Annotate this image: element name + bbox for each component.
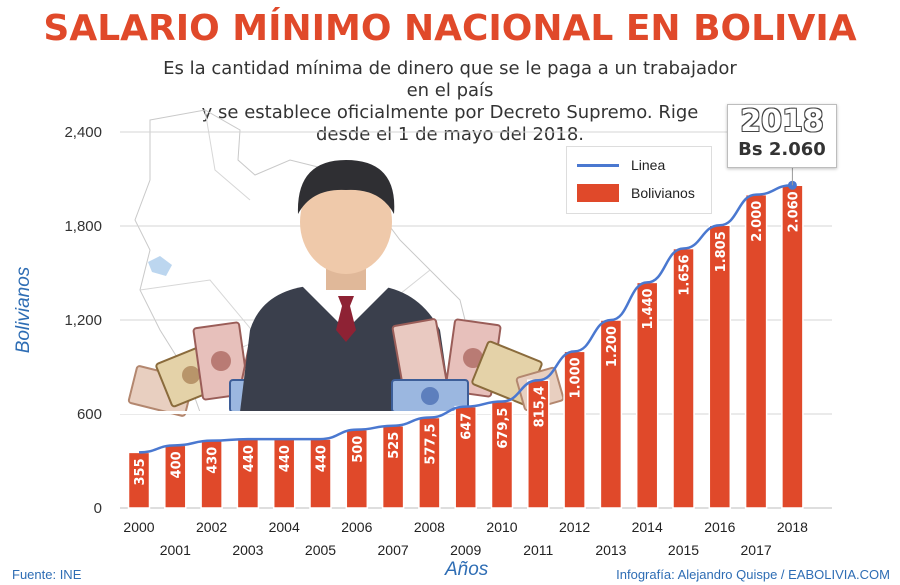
bar-value-label: 440 bbox=[315, 445, 330, 472]
legend-bar-label: Bolivianos bbox=[631, 185, 695, 201]
x-tick-label: 2006 bbox=[341, 519, 372, 535]
x-tick-label: 2011 bbox=[523, 542, 553, 558]
legend-line-label: Linea bbox=[631, 157, 666, 173]
x-tick-label: 2017 bbox=[741, 542, 772, 558]
x-tick-label: 2010 bbox=[486, 519, 517, 535]
x-tick-label: 2014 bbox=[632, 519, 663, 535]
x-tick-label: 2007 bbox=[378, 542, 409, 558]
y-tick-label: 600 bbox=[77, 406, 102, 423]
bar-value-label: 525 bbox=[387, 432, 402, 459]
bar-value-label: 1.000 bbox=[569, 357, 584, 398]
legend-item-line: Linea bbox=[567, 155, 665, 175]
x-tick-label: 2000 bbox=[123, 519, 154, 535]
bar-value-label: 355 bbox=[133, 458, 148, 485]
bar-value-label: 430 bbox=[206, 447, 221, 474]
x-tick-label: 2015 bbox=[668, 542, 699, 558]
x-tick-label: 2016 bbox=[704, 519, 735, 535]
bar-value-label: 1.805 bbox=[714, 231, 729, 272]
y-tick-label: 0 bbox=[94, 500, 102, 517]
bar-value-label: 1.656 bbox=[678, 255, 693, 296]
latest-value-callout: 2018 Bs 2.060 bbox=[727, 104, 837, 168]
credit-note: Infografía: Alejandro Quispe / EABOLIVIA… bbox=[616, 567, 890, 582]
y-tick-label: 1,200 bbox=[64, 312, 102, 329]
bar-value-label: 440 bbox=[242, 445, 257, 472]
callout-amount: Bs 2.060 bbox=[738, 139, 826, 160]
bar-value-label: 400 bbox=[169, 451, 184, 478]
x-tick-label: 2012 bbox=[559, 519, 590, 535]
banknotes-right-illustration bbox=[391, 318, 565, 413]
x-tick-label: 2013 bbox=[595, 542, 626, 558]
subtitle-line-2: y se establece oficialmente por Decreto … bbox=[201, 102, 699, 123]
bar-value-label: 577,5 bbox=[423, 424, 438, 465]
legend-item-bar: Bolivianos bbox=[567, 183, 695, 203]
bar-value-label: 500 bbox=[351, 436, 366, 463]
x-tick-label: 2009 bbox=[450, 542, 481, 558]
x-axis-ticks: 2000 2001 2002 2003 2004 2005 2006 2007 2008 2009… bbox=[123, 519, 808, 558]
trend-line-path bbox=[138, 184, 793, 454]
y-axis-ticks: 0 600 1,200 1,800 2,400 bbox=[64, 124, 102, 517]
source-note: Fuente: INE bbox=[12, 567, 82, 582]
subtitle-line-1: Es la cantidad mínima de dinero que se l… bbox=[163, 58, 737, 101]
bar-value-label: 1.440 bbox=[641, 288, 656, 329]
bar-value-label: 679,5 bbox=[496, 408, 511, 449]
legend-bar-swatch bbox=[577, 184, 619, 202]
bar-value-label: 2.000 bbox=[750, 201, 765, 242]
x-axis-label: Años bbox=[445, 559, 489, 580]
y-axis-label: Bolivianos bbox=[13, 266, 34, 354]
trend-line bbox=[138, 166, 797, 454]
x-tick-label: 2001 bbox=[160, 542, 191, 558]
x-tick-label: 2002 bbox=[196, 519, 227, 535]
bar bbox=[781, 184, 804, 509]
bar-value-label: 647 bbox=[460, 413, 475, 440]
x-tick-label: 2018 bbox=[777, 519, 808, 535]
page-subtitle: Es la cantidad mínima de dinero que se l… bbox=[150, 58, 750, 146]
bar-value-label: 1.200 bbox=[605, 326, 620, 367]
page-title: SALARIO MÍNIMO NACIONAL EN BOLIVIA bbox=[43, 8, 857, 49]
x-tick-label: 2004 bbox=[269, 519, 300, 535]
x-tick-label: 2008 bbox=[414, 519, 445, 535]
bar-value-label: 440 bbox=[278, 445, 293, 472]
y-tick-label: 2,400 bbox=[64, 124, 102, 141]
worker-illustration bbox=[120, 160, 565, 417]
bar-value-label: 2.060 bbox=[786, 191, 801, 232]
callout-year: 2018 bbox=[740, 104, 825, 139]
chart-legend: Linea Bolivianos bbox=[566, 146, 712, 214]
legend-line-swatch bbox=[577, 163, 619, 167]
y-tick-label: 1,800 bbox=[64, 218, 102, 235]
x-tick-label: 2003 bbox=[232, 542, 263, 558]
bar-value-label: 815,4 bbox=[532, 386, 547, 427]
subtitle-line-3: desde el 1 de mayo del 2018. bbox=[316, 124, 584, 145]
lake-titicaca-shape bbox=[148, 256, 172, 276]
x-tick-label: 2005 bbox=[305, 542, 336, 558]
